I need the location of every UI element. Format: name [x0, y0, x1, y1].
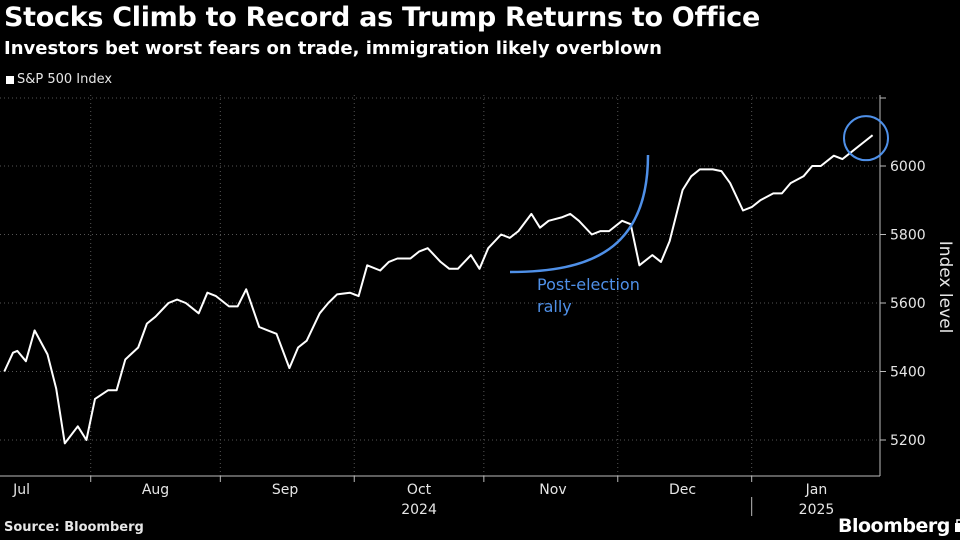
brand-mark-icon: [954, 519, 960, 532]
legend: S&P 500 Index: [6, 72, 112, 87]
x-tick-label-sep: Sep: [272, 482, 299, 498]
x-tick-label-oct: Oct: [407, 482, 432, 498]
chart-title: Stocks Climb to Record as Trump Returns …: [4, 2, 761, 33]
source-note: Source: Bloomberg: [4, 520, 144, 535]
y-tick-label-5600: 5600: [890, 296, 926, 312]
chart-subtitle: Investors bet worst fears on trade, immi…: [4, 38, 662, 59]
series-line-sp500: [3, 134, 874, 445]
brand-name: Bloomberg: [838, 515, 950, 537]
annotation-rally-arc: [509, 154, 650, 274]
y-tick-label-5400: 5400: [890, 365, 926, 381]
annotation-record-circle: [843, 115, 889, 162]
x-tick-label-jan: Jan: [805, 482, 828, 498]
y-tick-label-5800: 5800: [890, 228, 926, 244]
y-tick-label-6000: 6000: [890, 159, 926, 175]
legend-label: S&P 500 Index: [17, 72, 113, 87]
x-tick-label-jul: Jul: [12, 482, 30, 498]
x-tick-label-dec: Dec: [669, 482, 696, 498]
year-label-2025: 2025: [799, 502, 835, 518]
year-label-2024: 2024: [401, 502, 437, 518]
x-tick-label-nov: Nov: [539, 482, 566, 498]
y-tick-label-5200: 5200: [890, 433, 926, 449]
annotation-rally-label-line1: Post-election: [537, 275, 640, 294]
annotation-rally-label-line2: rally: [537, 297, 572, 316]
x-tick-label-aug: Aug: [142, 482, 169, 498]
brand-logo: Bloomberg: [838, 515, 960, 537]
legend-swatch: [6, 75, 14, 84]
y-axis-title: Index level: [935, 241, 955, 334]
